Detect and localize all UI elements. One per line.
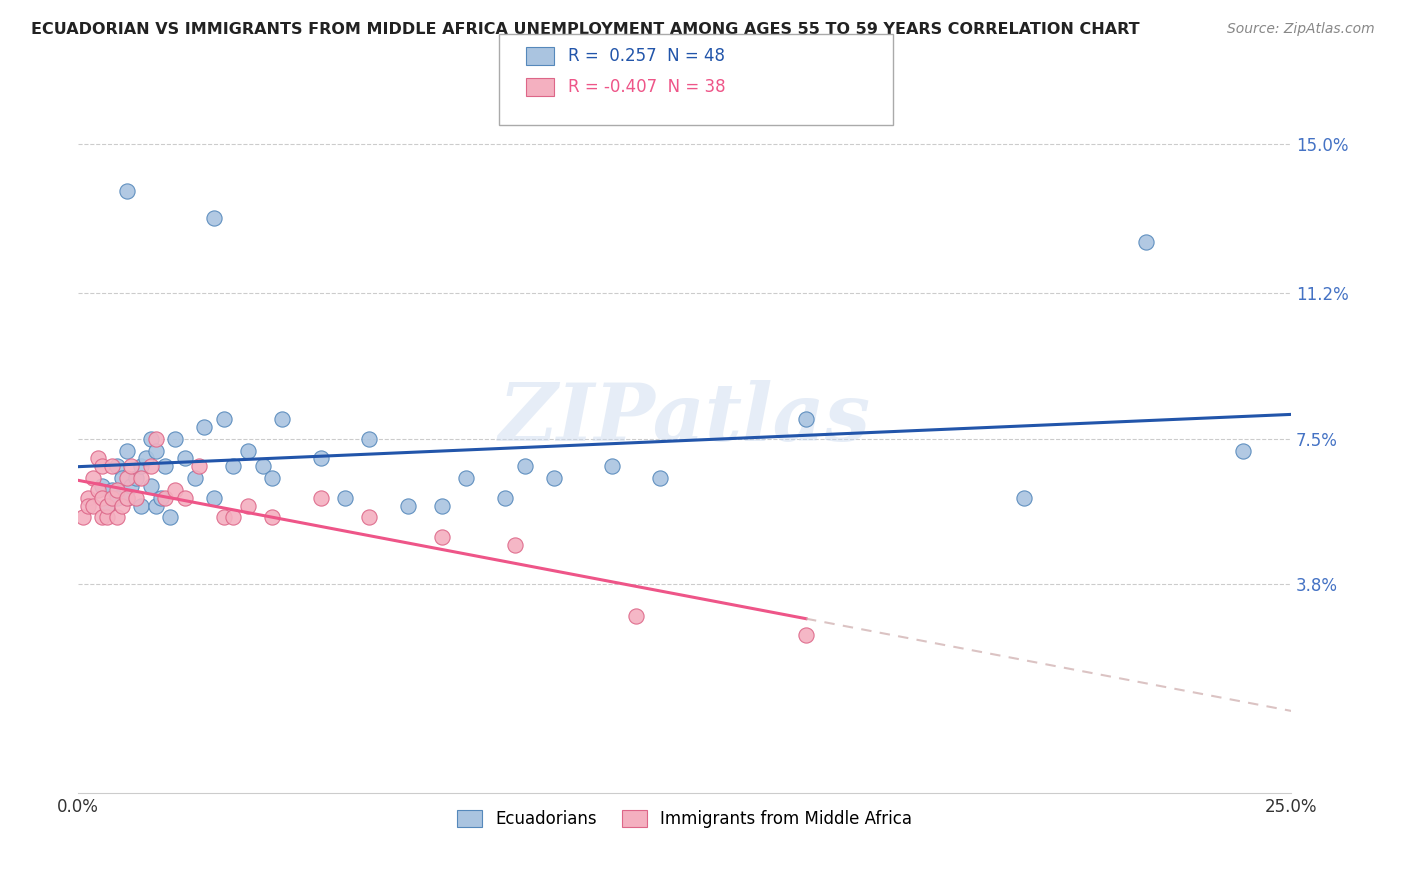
Point [624, 608, 647, 623]
Point [121, 479, 143, 493]
Point [503, 538, 526, 552]
Point [359, 432, 381, 446]
Point [543, 471, 565, 485]
Point [139, 459, 162, 474]
Point [165, 483, 187, 497]
Point [1232, 443, 1254, 458]
Point [125, 471, 148, 485]
Point [183, 471, 205, 485]
Point [91, 491, 114, 505]
Point [121, 459, 143, 474]
Point [513, 459, 536, 474]
Legend: Ecuadorians, Immigrants from Middle Africa: Ecuadorians, Immigrants from Middle Afri… [450, 803, 920, 835]
Text: ECUADORIAN VS IMMIGRANTS FROM MIDDLE AFRICA UNEMPLOYMENT AMONG AGES 55 TO 59 YEA: ECUADORIAN VS IMMIGRANTS FROM MIDDLE AFR… [31, 22, 1139, 37]
Point [91, 510, 114, 524]
Point [96, 499, 118, 513]
Point [396, 499, 419, 513]
Point [101, 491, 124, 505]
Point [202, 491, 225, 505]
Point [105, 491, 128, 505]
Point [96, 510, 118, 524]
Point [149, 491, 172, 505]
Point [155, 491, 177, 505]
Point [271, 412, 294, 426]
Point [236, 443, 259, 458]
Point [105, 483, 128, 497]
Point [139, 479, 162, 493]
Point [139, 432, 162, 446]
Point [456, 471, 478, 485]
Point [115, 184, 138, 198]
Point [82, 471, 104, 485]
Point [222, 459, 245, 474]
Point [252, 459, 274, 474]
Text: R = -0.407  N = 38: R = -0.407 N = 38 [568, 78, 725, 96]
Point [86, 451, 108, 466]
Point [222, 510, 245, 524]
Point [105, 510, 128, 524]
Point [202, 211, 225, 226]
Point [129, 499, 152, 513]
Point [76, 491, 98, 505]
Point [101, 483, 124, 497]
Point [129, 459, 152, 474]
Point [600, 459, 623, 474]
Point [1135, 235, 1157, 249]
Text: ZIPatlas: ZIPatlas [499, 380, 870, 458]
Point [91, 479, 114, 493]
Point [212, 412, 235, 426]
Point [262, 471, 284, 485]
Point [188, 459, 211, 474]
Point [1014, 491, 1036, 505]
Point [115, 491, 138, 505]
Text: Source: ZipAtlas.com: Source: ZipAtlas.com [1227, 22, 1375, 37]
Point [111, 471, 134, 485]
Point [91, 459, 114, 474]
Point [236, 499, 259, 513]
Point [262, 510, 284, 524]
Point [115, 443, 138, 458]
Point [309, 491, 332, 505]
Point [72, 510, 94, 524]
Point [135, 451, 157, 466]
Point [96, 499, 118, 513]
Point [159, 510, 181, 524]
Point [165, 432, 187, 446]
Point [650, 471, 672, 485]
Point [145, 443, 167, 458]
Point [173, 451, 195, 466]
Point [86, 483, 108, 497]
Point [76, 499, 98, 513]
Point [125, 491, 148, 505]
Point [101, 459, 124, 474]
Point [105, 459, 128, 474]
Point [115, 491, 138, 505]
Point [309, 451, 332, 466]
Point [145, 499, 167, 513]
Point [494, 491, 516, 505]
Text: R =  0.257  N = 48: R = 0.257 N = 48 [568, 47, 725, 65]
Point [430, 499, 453, 513]
Point [129, 471, 152, 485]
Point [333, 491, 356, 505]
Point [794, 628, 817, 642]
Point [359, 510, 381, 524]
Point [155, 459, 177, 474]
Point [115, 471, 138, 485]
Point [111, 499, 134, 513]
Point [430, 530, 453, 544]
Point [794, 412, 817, 426]
Point [145, 432, 167, 446]
Point [82, 499, 104, 513]
Point [193, 420, 215, 434]
Point [212, 510, 235, 524]
Point [173, 491, 195, 505]
